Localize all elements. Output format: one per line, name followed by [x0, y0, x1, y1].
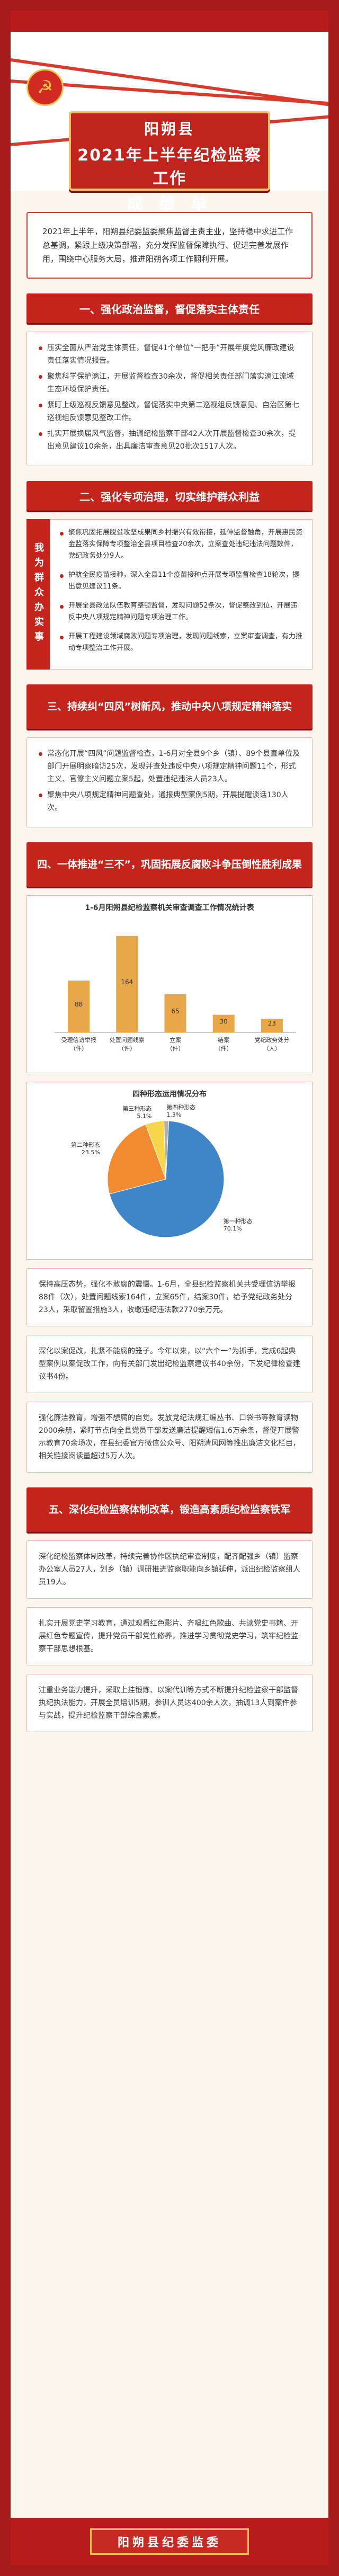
- section-1-heading: 一、强化政治监督，督促落实主体责任: [26, 293, 313, 323]
- bar-category-unit: （人）: [263, 1045, 281, 1052]
- section-1-item: 扎实开展换届风气监督，抽调纪检监察干部42人次开展监督检查30余次，提出意见建议…: [39, 427, 300, 453]
- pie-slice-label: 23.5%: [82, 1149, 100, 1156]
- pie-slice-label: 第四种形态: [166, 1103, 195, 1111]
- section-3-heading: 三、持续纠“四风”树新风，推动中央八项规定精神落实: [26, 684, 313, 729]
- hero-header: ☭ 阳朔县 2021年上半年纪检监察工作 成 绩 单: [11, 11, 328, 213]
- pie-chart-card: 四种形态运用情况分布 第一种形态 70.1% 第二种形态 23.5% 第三种形态 5.1%…: [26, 1082, 313, 1260]
- bar-mark: [164, 994, 186, 1032]
- section-3-card: 常态化开展“四风”问题监督检查，1-6月对全县9个乡（镇）、89个县直单位及部门…: [26, 737, 313, 827]
- bar-category-label: 结案: [218, 1036, 229, 1044]
- pie-chart-title: 四种形态运用情况分布: [132, 1090, 207, 1099]
- pie-slice-label: 5.1%: [137, 1112, 151, 1119]
- bar-value-label: 164: [121, 978, 133, 986]
- bar-value-label: 23: [268, 1020, 276, 1027]
- bar-mark: [212, 1014, 235, 1032]
- bar-category-label: 处置问题线索: [110, 1036, 145, 1044]
- section-1-item: 压实全面从严治党主体责任，督促41个单位“一把手”开展年度党风廉政建设责任落实情…: [39, 342, 300, 367]
- page-container: ☭ 阳朔县 2021年上半年纪检监察工作 成 绩 单 2021年上半年，阳朔县纪…: [11, 11, 328, 2565]
- section-1-item: 紧盯上级巡视反馈意见整改，督促落实中央第二巡视组反馈意见、自治区第七巡视组反馈意…: [39, 399, 300, 424]
- pie-slice-label: 第三种形态: [122, 1104, 151, 1112]
- page-title: 2021年上半年纪检监察工作: [77, 146, 262, 188]
- party-emblem-icon: ☭: [26, 69, 64, 106]
- section-4-card-3: 强化廉洁教育，增强不想腐的自觉。发放党纪法规汇编丛书、口袋书等教育读物2000余…: [26, 1402, 313, 1473]
- bar-value-label: 65: [171, 1008, 179, 1015]
- bar-value-label: 30: [220, 1018, 228, 1025]
- section-3-item: 常态化开展“四风”问题监督检查，1-6月对全县9个乡（镇）、89个县直单位及部门…: [39, 747, 300, 786]
- section-5-heading: 五、深化纪检监察体制改革，锻造高素质纪检监察铁军: [26, 1487, 313, 1532]
- bar-chart-card: 1-6月阳朔县纪检监察机关审查调查工作情况统计表 88 受理信访举报 （件） 164 处…: [26, 895, 313, 1073]
- section-5-card-3: 注重业务能力提升，采取上挂锻炼、以案代训等方式不断提升纪检监察干部监督执纪执法能…: [26, 1674, 313, 1732]
- section-4-card-2: 深化以案促改，扎紧不能腐的笼子。今年以来，以“六个一”为抓手，完成6起典型案例以…: [26, 1335, 313, 1393]
- section-3-item: 聚焦中央八项规定精神问题查处，通报典型案例5期，开展提醒谈话130人次。: [39, 789, 300, 814]
- bar-chart: 88受理信访举报（件）164处置问题线索（件）65立案（件）30结案（件）23党…: [55, 935, 296, 1052]
- section-5-card-2: 扎实开展党史学习教育，通过观看红色影片、齐唱红色歌曲、共读党史书籍、开展红色专题…: [26, 1607, 313, 1665]
- section-1-card: 压实全面从严治党主体责任，督促41个单位“一把手”开展年度党风廉政建设责任落实情…: [26, 332, 313, 466]
- section-2-wrap: 我为群众办实事 聚焦巩固拓展脱贫攻坚成果同乡村振兴有效衔接，延伸监督触角，开展惠…: [26, 519, 313, 670]
- section-4-card-1: 保持高压态势，强化不敢腐的震慑。1-6月，全县纪检监察机关共受理信访举报88件（…: [26, 1268, 313, 1326]
- bar-category-unit: （件）: [118, 1045, 136, 1052]
- section-5-card-1: 深化纪检监察体制改革，持续完善协作区执纪审查制度，配齐配强乡（镇）监察办公室人员…: [26, 1540, 313, 1599]
- county-name: 阳朔县: [144, 120, 195, 138]
- section-2-item: 开展工程建设领域腐败问题专项治理，发现问题线索，立案审查调查，有力推动专项整治工…: [60, 631, 302, 654]
- section-2-heading: 二、强化专项治理，切实维护群众利益: [26, 481, 313, 511]
- intro-paragraph: 2021年上半年，阳朔县纪委监委聚焦监督主责主业，坚持稳中求进工作总基调，紧跟上…: [26, 212, 313, 279]
- pie-slice: [164, 1120, 170, 1180]
- bar-value-label: 88: [75, 1001, 83, 1008]
- section-2-item: 开展全县政法队伍教育整顿监督，发现问题52条次，督促整改到位，开展违反中央八项规…: [60, 600, 302, 623]
- pie-slice: [107, 1124, 166, 1195]
- bar-category-label: 立案: [170, 1036, 181, 1044]
- pie-slice: [109, 1120, 225, 1238]
- bar-category-unit: （件）: [215, 1045, 233, 1052]
- hero-title-box: 阳朔县 2021年上半年纪检监察工作 成 绩 单: [69, 111, 270, 213]
- section-2-side-label: 我为群众办实事: [26, 519, 50, 670]
- section-2-item: 聚焦巩固拓展脱贫攻坚成果同乡村振兴有效衔接，延伸监督触角，开展惠民资金监落实保障…: [60, 527, 302, 562]
- footer-label: 阳朔县纪委监委: [90, 2528, 249, 2555]
- section-2-body: 聚焦巩固拓展脱贫攻坚成果同乡村振兴有效衔接，延伸监督触角，开展惠民资金监落实保障…: [50, 519, 313, 670]
- footer: 阳朔县纪委监委: [11, 2518, 328, 2565]
- bar-category-unit: （件）: [167, 1045, 184, 1052]
- bar-mark: [68, 981, 90, 1032]
- bar-category-label: 党纪政务处分: [254, 1036, 289, 1044]
- bar-mark: [261, 1019, 283, 1032]
- section-4-heading: 四、一体推进“三不”，巩固拓展反腐败斗争压倒性胜利成果: [26, 842, 313, 887]
- pie-slice-label: 第二种形态: [71, 1141, 100, 1148]
- bar-chart-title: 1-6月阳朔县纪检监察机关审查调查工作情况统计表: [85, 904, 254, 912]
- pie-slice-label: 1.3%: [166, 1111, 181, 1118]
- pie-slice-label: 第一种形态: [224, 1217, 253, 1225]
- pie-slice-label: 70.1%: [224, 1225, 242, 1232]
- bar-mark: [116, 935, 138, 1032]
- top-band: [11, 11, 328, 32]
- section-2-item: 护航全民疫苗接种，深入全县11个疫苗接种点开展专项监督检查18轮次，提出意见建议…: [60, 569, 302, 593]
- section-1-item: 聚焦科学保护漓江，开展监督检查30余次，督促相关责任部门落实漓江流域生态环境保护…: [39, 370, 300, 396]
- page-subtitle: 成 绩 单: [127, 195, 212, 213]
- bar-category-label: 受理信访举报: [61, 1036, 96, 1044]
- bar-category-unit: （件）: [70, 1045, 87, 1052]
